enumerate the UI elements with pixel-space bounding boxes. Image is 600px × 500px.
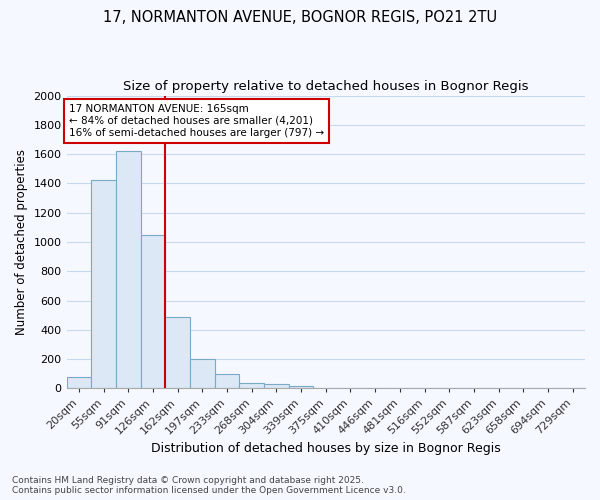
Y-axis label: Number of detached properties: Number of detached properties xyxy=(15,149,28,335)
Text: Contains HM Land Registry data © Crown copyright and database right 2025.
Contai: Contains HM Land Registry data © Crown c… xyxy=(12,476,406,495)
Bar xyxy=(67,376,91,388)
Bar xyxy=(215,374,239,388)
Text: 17 NORMANTON AVENUE: 165sqm
← 84% of detached houses are smaller (4,201)
16% of : 17 NORMANTON AVENUE: 165sqm ← 84% of det… xyxy=(69,104,324,138)
Bar xyxy=(190,359,215,388)
X-axis label: Distribution of detached houses by size in Bognor Regis: Distribution of detached houses by size … xyxy=(151,442,500,455)
Bar xyxy=(239,382,264,388)
Bar xyxy=(91,180,116,388)
Bar xyxy=(165,316,190,388)
Bar xyxy=(116,151,140,388)
Title: Size of property relative to detached houses in Bognor Regis: Size of property relative to detached ho… xyxy=(123,80,529,93)
Text: 17, NORMANTON AVENUE, BOGNOR REGIS, PO21 2TU: 17, NORMANTON AVENUE, BOGNOR REGIS, PO21… xyxy=(103,10,497,25)
Bar xyxy=(264,384,289,388)
Bar xyxy=(289,386,313,388)
Bar xyxy=(140,234,165,388)
